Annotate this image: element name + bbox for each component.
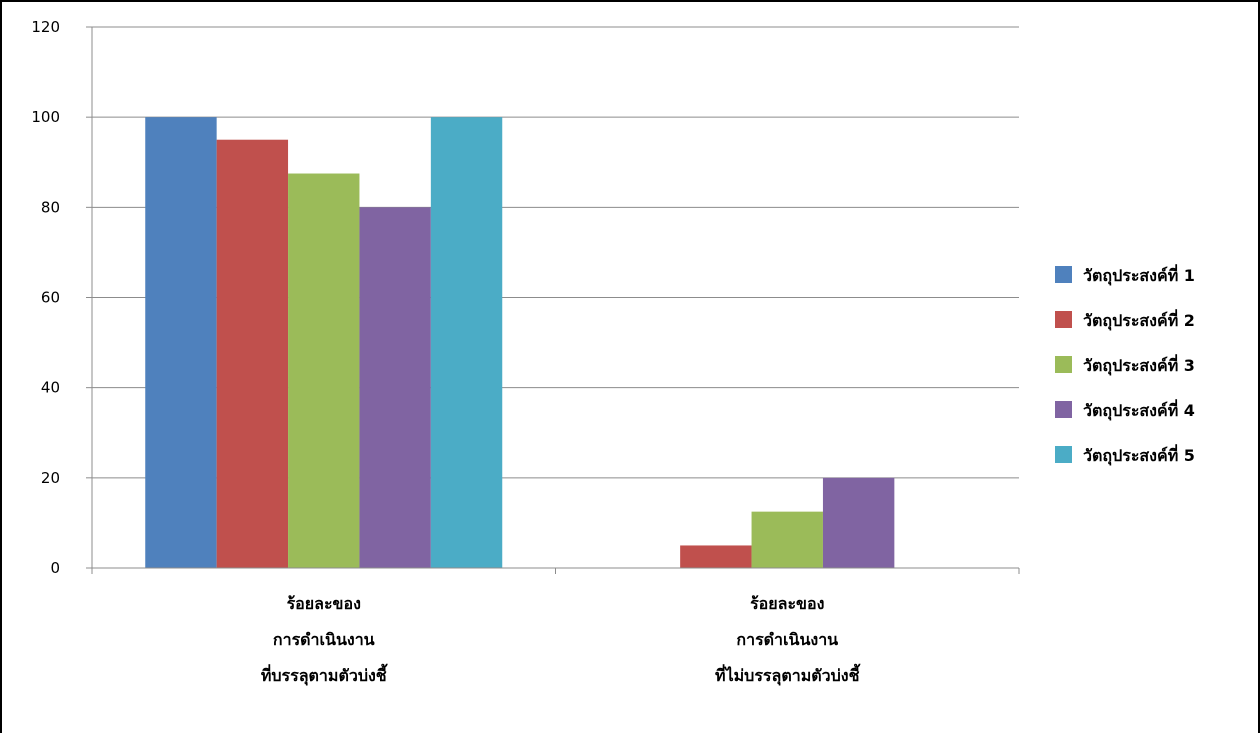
legend-swatch [1055, 356, 1072, 373]
legend-swatch [1055, 446, 1072, 463]
bar-series-3-cat-2 [752, 512, 823, 568]
y-axis: 0 20 40 60 80 100 120 [31, 18, 92, 577]
bar-series-1-cat-1 [145, 117, 216, 568]
x-axis: ร้อยละของการดำเนินงานที่บรรลุตามตัวบ่งชี… [92, 568, 1019, 686]
category-label: ที่บรรลุตามตัวบ่งชี้ [261, 663, 388, 686]
legend-label: วัตถุประสงค์ที่ 5 [1083, 444, 1195, 466]
legend-swatch [1055, 401, 1072, 418]
bar-series-4-cat-1 [359, 207, 430, 568]
y-tick-label: 80 [41, 198, 60, 216]
y-tick-label: 0 [50, 559, 60, 577]
bar-series-4-cat-2 [823, 478, 894, 568]
category-label: ร้อยละของ [750, 594, 824, 613]
legend-label: วัตถุประสงค์ที่ 2 [1083, 309, 1195, 331]
legend: วัตถุประสงค์ที่ 1 วัตถุประสงค์ที่ 2 วัตถุป… [1055, 264, 1195, 466]
category-label: การดำเนินงาน [736, 630, 838, 649]
legend-label: วัตถุประสงค์ที่ 4 [1083, 399, 1195, 421]
category-label: การดำเนินงาน [273, 630, 375, 649]
y-tick-label: 40 [41, 379, 60, 397]
category-label: ร้อยละของ [287, 594, 361, 613]
category-label: ที่ไม่บรรลุตามตัวบ่งชี้ [715, 663, 861, 686]
legend-label: วัตถุประสงค์ที่ 1 [1083, 264, 1195, 286]
bars [145, 117, 894, 568]
y-tick-label: 100 [31, 108, 60, 126]
y-tick-label: 20 [41, 469, 60, 487]
legend-swatch [1055, 311, 1072, 328]
bar-series-3-cat-1 [288, 174, 359, 568]
legend-swatch [1055, 266, 1072, 283]
y-tick-label: 60 [41, 289, 60, 307]
bar-series-2-cat-2 [680, 545, 751, 568]
bar-series-2-cat-1 [217, 140, 288, 568]
legend-label: วัตถุประสงค์ที่ 3 [1083, 354, 1195, 376]
bar-series-5-cat-1 [431, 117, 502, 568]
y-tick-label: 120 [31, 18, 60, 36]
